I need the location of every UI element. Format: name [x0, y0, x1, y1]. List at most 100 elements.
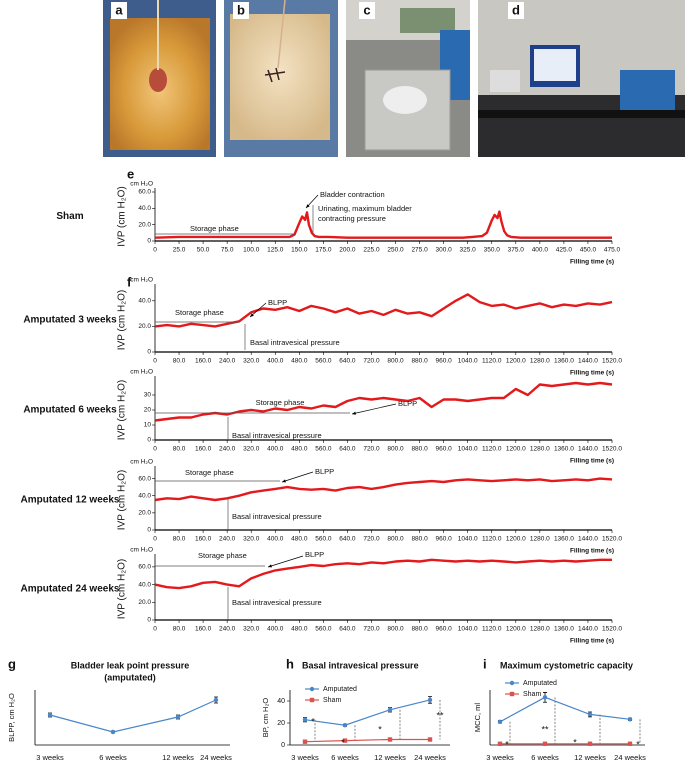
y-axis-label: IVP (cm H₂O): [117, 559, 128, 619]
point: [47, 712, 53, 718]
x-tick-label: 1440.0: [578, 536, 598, 543]
y-tick-label: 40: [277, 698, 285, 705]
x-tick-label: 350.0: [484, 247, 501, 254]
x-tick-label: 400.0: [267, 358, 284, 365]
y-tick-label: 20.0: [138, 599, 151, 606]
y-tick-label: 40.0: [138, 298, 151, 305]
point: [587, 741, 593, 746]
annotation: Storage phase: [198, 551, 247, 560]
y-tick-label: 60.0: [138, 189, 151, 196]
x-tick-label: 24 weeks: [200, 753, 232, 762]
y-tick-label: 0: [281, 742, 285, 749]
chart-title: Bladder leak point pressure: [71, 660, 190, 670]
y-tick-label: 30: [144, 392, 152, 399]
x-tick-label: 240.0: [219, 536, 236, 543]
x-tick-label: 450.0: [580, 247, 597, 254]
arrow-head: [352, 411, 356, 415]
panel-label: e: [127, 166, 134, 181]
x-tick-label: 1360.0: [554, 536, 574, 543]
y-axis-label: IVP (cm H₂O): [117, 470, 128, 530]
x-tick-label: 150.0: [291, 247, 308, 254]
x-tick-label: 1200.0: [506, 446, 526, 453]
row-label: Amputated 12 weeks: [21, 495, 120, 506]
annotation: Storage phase: [185, 468, 234, 477]
x-tick-label: 12 weeks: [162, 753, 194, 762]
x-tick-label: 1280.0: [530, 358, 550, 365]
x-tick-label: 80.0: [173, 626, 186, 633]
x-tick-label: 480.0: [291, 358, 308, 365]
x-tick-label: 80.0: [173, 536, 186, 543]
x-tick-label: 640.0: [339, 358, 356, 365]
x-tick-label: 1360.0: [554, 358, 574, 365]
x-tick-label: 320.0: [243, 446, 260, 453]
point: [542, 695, 548, 700]
annotation: Urinating, maximum bladder: [318, 204, 412, 213]
x-tick-label: 375.0: [508, 247, 525, 254]
x-tick-label: 1200.0: [506, 358, 526, 365]
point: [387, 707, 393, 712]
significance: *: [311, 716, 315, 726]
annotation: Basal intravesical pressure: [232, 512, 322, 521]
x-tick-label: 25.0: [173, 247, 186, 254]
legend-label: Sham: [523, 691, 541, 698]
x-tick-label: 960.0: [435, 536, 452, 543]
point: [627, 741, 633, 746]
x-tick-label: 240.0: [219, 626, 236, 633]
x-tick-label: 125.0: [267, 247, 284, 254]
x-tick-label: 1200.0: [506, 536, 526, 543]
x-tick-label: 1440.0: [578, 358, 598, 365]
x-tick-label: 1120.0: [482, 536, 502, 543]
annotation: Storage phase: [256, 398, 305, 407]
x-tick-label: 1120.0: [482, 626, 502, 633]
x-tick-label: 1520.0: [602, 446, 622, 453]
x-tick-label: 240.0: [219, 446, 236, 453]
legend-label: Sham: [323, 697, 341, 704]
x-tick-label: 960.0: [435, 626, 452, 633]
x-tick-label: 640.0: [339, 536, 356, 543]
x-tick-label: 50.0: [197, 247, 210, 254]
point: [427, 737, 433, 742]
chart-subtitle: (amputated): [104, 672, 156, 682]
legend-marker: [509, 691, 515, 697]
y-tick-label: 40.0: [138, 205, 151, 212]
arrow-head: [282, 479, 286, 483]
point: [497, 719, 503, 724]
x-tick-label: 880.0: [411, 626, 428, 633]
y-axis-label: BLPP, cm H₂O: [7, 693, 16, 742]
x-tick-label: 320.0: [243, 626, 260, 633]
significance: **: [436, 710, 444, 720]
point: [110, 729, 116, 735]
x-tick-label: 720.0: [363, 536, 380, 543]
x-tick-label: 480.0: [291, 626, 308, 633]
x-tick-label: 3 weeks: [291, 753, 319, 762]
y-unit: cm H₂O: [130, 181, 153, 188]
significance: *: [341, 737, 345, 747]
y-tick-label: 40.0: [138, 581, 151, 588]
chart-title: Maximum cystometric capacity: [500, 660, 633, 670]
trace: [154, 293, 613, 328]
x-axis-label: Filling time (s): [570, 259, 614, 266]
y-axis-label: BP, cm H₂O: [261, 698, 270, 738]
x-axis-label: Filling time (s): [570, 548, 614, 555]
point: [342, 723, 348, 728]
x-tick-label: 400.0: [267, 446, 284, 453]
x-tick-label: 0: [153, 626, 157, 633]
y-tick-label: 20.0: [138, 221, 151, 228]
annotation-arrow: [281, 471, 314, 483]
x-tick-label: 80.0: [173, 358, 186, 365]
x-tick-label: 1360.0: [554, 626, 574, 633]
y-tick-label: 0: [147, 527, 151, 534]
arrow-head: [306, 204, 310, 208]
x-tick-label: 160.0: [195, 446, 212, 453]
x-tick-label: 1040.0: [458, 626, 478, 633]
annotation: Storage phase: [190, 224, 239, 233]
panel-label: i: [483, 656, 487, 671]
y-tick-label: 0: [147, 617, 151, 624]
x-axis-label: Filling time (s): [570, 458, 614, 465]
x-tick-label: 400.0: [267, 536, 284, 543]
y-tick-label: 10: [144, 422, 152, 429]
x-tick-label: 0: [153, 247, 157, 254]
y-tick-label: 20.0: [138, 510, 151, 517]
point: [175, 714, 181, 720]
